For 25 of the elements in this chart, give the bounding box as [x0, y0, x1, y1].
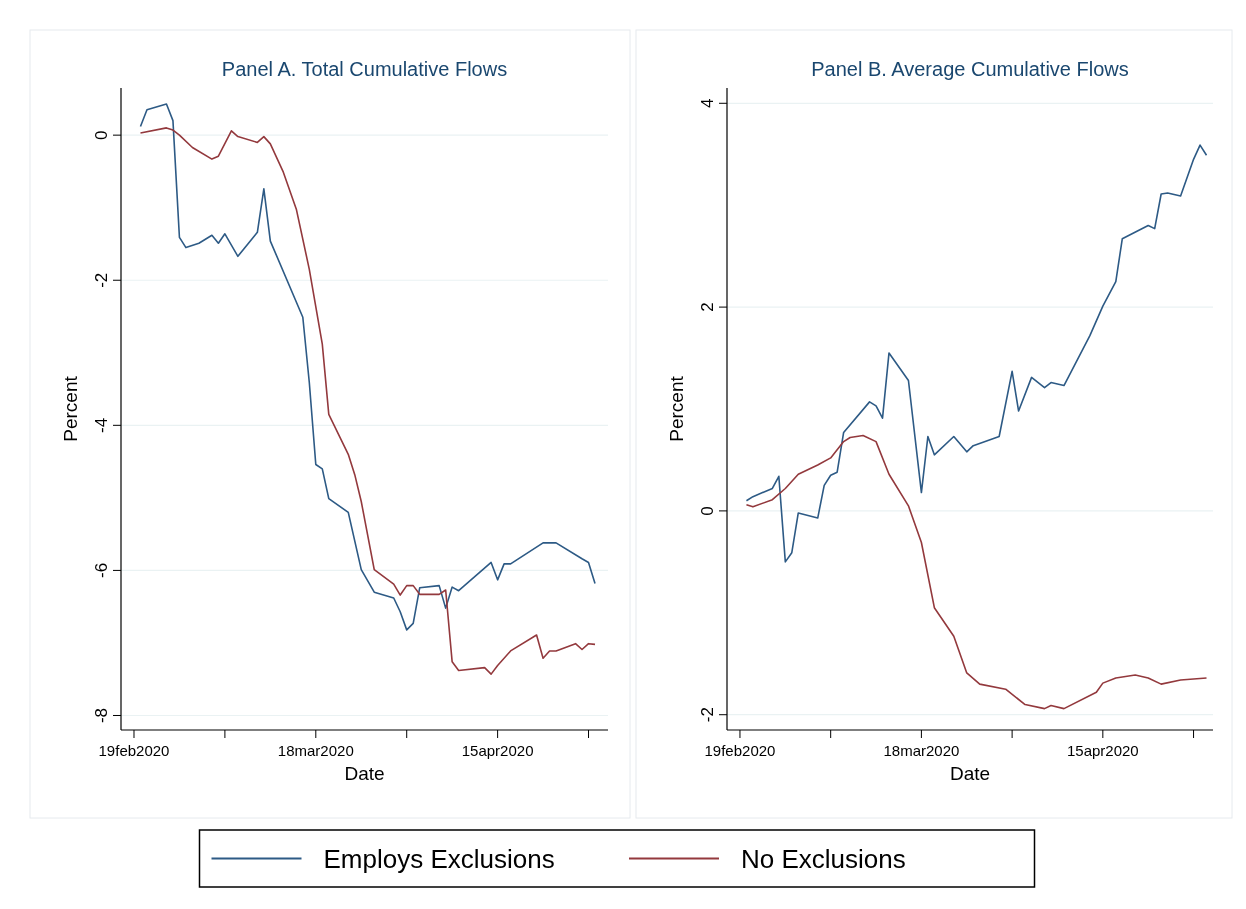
line-series [745, 434, 1208, 710]
y-tick-label: -8 [92, 707, 111, 724]
x-tick-label: 18mar2020 [277, 742, 354, 759]
y-tick-label: -4 [92, 417, 111, 433]
legend-label: Employs Exclusions [323, 843, 555, 874]
y-tick-label: -2 [698, 707, 717, 723]
x-tick-label: 18mar2020 [883, 742, 960, 759]
y-tick-label: 0 [698, 506, 717, 516]
x-tick-label: 19feb2020 [704, 742, 776, 759]
y-tick-label: 2 [698, 302, 717, 312]
chart-title: Panel A. Total Cumulative Flows [221, 58, 508, 80]
x-axis-title: Date [949, 763, 991, 784]
y-tick-label: -2 [92, 272, 111, 288]
y-tick-label: 0 [92, 130, 111, 140]
x-tick-label: 15apr2020 [1066, 742, 1139, 759]
y-axis-title: Percent [666, 375, 687, 442]
y-tick-label: -6 [92, 562, 111, 578]
legend-label: No Exclusions [741, 843, 906, 874]
y-axis-title: Percent [60, 375, 81, 442]
x-tick-label: 19feb2020 [98, 742, 170, 759]
x-axis-title: Date [344, 763, 385, 784]
chart-title: Panel B. Average Cumulative Flows [811, 58, 1129, 80]
x-tick-label: 15apr2020 [461, 742, 534, 759]
line-series [745, 144, 1208, 563]
y-tick-label: 4 [698, 98, 717, 109]
